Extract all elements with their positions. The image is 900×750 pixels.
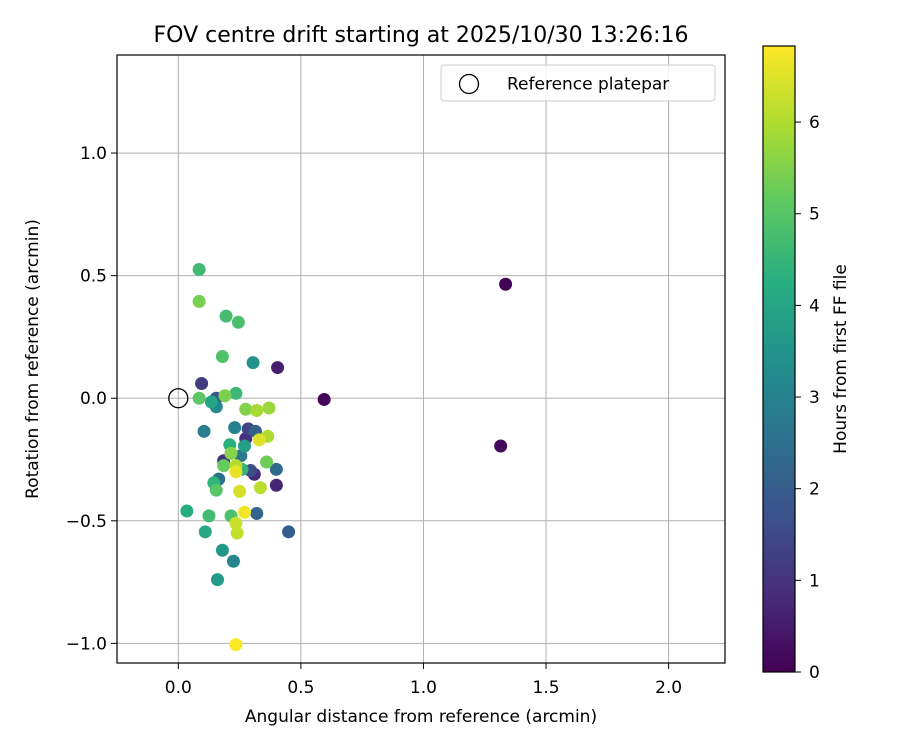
legend-marker-circle-icon bbox=[458, 73, 480, 95]
scatter-point bbox=[269, 462, 283, 476]
x-tick-label: 0.5 bbox=[287, 678, 314, 698]
x-axis-ticks: 0.0 0.5 1.0 1.5 2.0 bbox=[165, 663, 682, 698]
colorbar-ticks: 0 1 2 3 4 5 6 bbox=[795, 113, 820, 683]
scatter-point bbox=[262, 401, 276, 415]
scatter-point bbox=[282, 525, 296, 539]
y-tick-label: 0.5 bbox=[80, 267, 107, 287]
colorbar-gradient bbox=[763, 46, 795, 672]
scatter-point bbox=[218, 389, 232, 403]
scatter-point bbox=[250, 403, 264, 417]
scatter-point bbox=[229, 516, 243, 530]
colorbar-tick-label: 1 bbox=[809, 571, 820, 591]
scatter-point bbox=[246, 356, 260, 370]
scatter-point bbox=[202, 509, 216, 523]
scatter-point bbox=[229, 386, 243, 400]
colorbar-tick-label: 4 bbox=[809, 296, 820, 316]
x-tick-label: 2.0 bbox=[655, 678, 682, 698]
legend-entry-reference-platepar: Reference platepar bbox=[507, 75, 669, 95]
scatter-point bbox=[180, 504, 194, 518]
scatter-point bbox=[239, 402, 253, 416]
scatter-point bbox=[233, 484, 247, 498]
scatter-point bbox=[230, 526, 244, 540]
colorbar-label: Hours from first FF file bbox=[831, 264, 851, 454]
colorbar-tick-label: 5 bbox=[809, 205, 820, 225]
scatter-point bbox=[499, 277, 513, 291]
colorbar-tick-label: 3 bbox=[809, 388, 820, 408]
scatter-point bbox=[192, 391, 206, 405]
y-axis-label: Rotation from reference (arcmin) bbox=[23, 219, 43, 499]
scatter-point bbox=[234, 449, 248, 463]
reference-platepar-marker bbox=[168, 388, 189, 409]
plot-frame bbox=[116, 54, 726, 664]
colorbar-tick-label: 0 bbox=[809, 663, 820, 683]
scatter-point bbox=[317, 392, 331, 406]
x-tick-label: 1.0 bbox=[410, 678, 437, 698]
x-axis-label: Angular distance from reference (arcmin) bbox=[245, 707, 597, 727]
scatter-point bbox=[494, 439, 508, 453]
colorbar-frame bbox=[762, 45, 796, 673]
y-tick-label: −0.5 bbox=[66, 512, 107, 532]
scatter-point bbox=[211, 573, 225, 587]
y-tick-label: −1.0 bbox=[66, 634, 107, 654]
legend: Reference platepar bbox=[440, 64, 716, 102]
scatter-point bbox=[253, 481, 267, 495]
plot-area-background bbox=[117, 55, 725, 663]
scatter-point bbox=[197, 424, 211, 438]
reference-marker-layer bbox=[168, 388, 189, 409]
scatter-point bbox=[250, 506, 264, 520]
y-axis-ticks: −1.0 −0.5 0.0 0.5 1.0 bbox=[66, 144, 117, 654]
legend-box bbox=[440, 64, 716, 102]
scatter-point bbox=[217, 459, 231, 473]
scatter-point bbox=[195, 377, 209, 391]
scatter-point bbox=[215, 543, 229, 557]
colorbar: 0 1 2 3 4 5 6 Hours from first FF file bbox=[762, 45, 851, 683]
scatter-point bbox=[228, 421, 242, 435]
scatter-point bbox=[237, 505, 251, 519]
scatter-point bbox=[226, 554, 240, 568]
colorbar-tick-label: 2 bbox=[809, 480, 820, 500]
scatter-point bbox=[215, 350, 229, 364]
y-tick-label: 1.0 bbox=[80, 144, 107, 164]
scatter-point bbox=[237, 439, 251, 453]
chart-title: FOV centre drift starting at 2025/10/30 … bbox=[154, 23, 689, 48]
scatter-point bbox=[209, 483, 223, 497]
scatter-point bbox=[219, 309, 233, 323]
scatter-point bbox=[231, 315, 245, 329]
scatter-point bbox=[252, 433, 266, 447]
scatter-point bbox=[229, 465, 243, 479]
scatter-point bbox=[192, 294, 206, 308]
scatter-point bbox=[204, 395, 218, 409]
scatter-points bbox=[180, 263, 513, 652]
colorbar-tick-label: 6 bbox=[809, 113, 820, 133]
scatter-point bbox=[192, 263, 206, 277]
scatter-point bbox=[229, 638, 243, 652]
x-tick-label: 0.0 bbox=[165, 678, 192, 698]
scatter-point bbox=[224, 446, 238, 460]
scatter-point bbox=[198, 525, 212, 539]
y-tick-label: 0.0 bbox=[80, 389, 107, 409]
grid bbox=[117, 55, 725, 663]
scatter-point bbox=[269, 478, 283, 492]
x-tick-label: 1.5 bbox=[533, 678, 560, 698]
scatter-point bbox=[260, 455, 274, 469]
scatter-point bbox=[271, 361, 285, 375]
